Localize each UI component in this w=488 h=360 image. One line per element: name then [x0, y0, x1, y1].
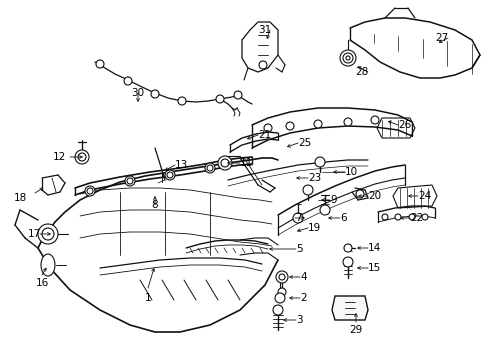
Text: 9: 9	[329, 195, 336, 205]
Text: 28: 28	[354, 67, 367, 77]
Text: 5: 5	[295, 244, 302, 254]
Circle shape	[285, 122, 293, 130]
Circle shape	[355, 190, 363, 198]
Text: 25: 25	[297, 138, 311, 148]
Text: 17: 17	[28, 229, 41, 239]
Circle shape	[75, 150, 89, 164]
Circle shape	[272, 305, 283, 315]
Circle shape	[275, 271, 287, 283]
Circle shape	[342, 257, 352, 267]
Text: 4: 4	[299, 272, 306, 282]
Circle shape	[264, 124, 271, 132]
Circle shape	[278, 288, 285, 296]
Circle shape	[216, 95, 224, 103]
Text: 6: 6	[339, 213, 346, 223]
Text: 11: 11	[240, 158, 253, 168]
Circle shape	[421, 214, 427, 220]
Text: 14: 14	[367, 243, 381, 253]
Text: 16: 16	[35, 278, 48, 288]
Circle shape	[339, 50, 355, 66]
Text: 22: 22	[409, 213, 423, 223]
Circle shape	[313, 120, 321, 128]
Circle shape	[314, 157, 325, 167]
Circle shape	[124, 77, 132, 85]
Text: 12: 12	[53, 152, 66, 162]
Text: 3: 3	[295, 315, 302, 325]
Circle shape	[370, 116, 378, 124]
Circle shape	[394, 214, 400, 220]
Circle shape	[204, 163, 215, 173]
Circle shape	[259, 61, 266, 69]
Circle shape	[292, 213, 303, 223]
Text: 19: 19	[307, 223, 321, 233]
Text: 18: 18	[13, 193, 26, 203]
Text: 15: 15	[367, 263, 381, 273]
Circle shape	[234, 91, 242, 99]
Circle shape	[85, 186, 95, 196]
Text: 29: 29	[348, 325, 362, 335]
Circle shape	[151, 90, 159, 98]
Circle shape	[38, 224, 58, 244]
Text: 20: 20	[367, 191, 380, 201]
Circle shape	[178, 97, 185, 105]
Text: 26: 26	[397, 120, 410, 130]
Circle shape	[346, 56, 349, 60]
Circle shape	[381, 214, 387, 220]
Circle shape	[125, 176, 135, 186]
Text: 1: 1	[144, 293, 151, 303]
Text: 7: 7	[294, 213, 301, 223]
Text: 13: 13	[175, 160, 188, 170]
Circle shape	[408, 214, 414, 220]
Text: 21: 21	[258, 130, 271, 140]
Text: 27: 27	[434, 33, 447, 43]
Circle shape	[164, 170, 175, 180]
Circle shape	[274, 293, 285, 303]
Circle shape	[319, 205, 329, 215]
Text: 23: 23	[307, 173, 321, 183]
Text: 30: 30	[131, 88, 144, 98]
Circle shape	[343, 244, 351, 252]
Text: 2: 2	[299, 293, 306, 303]
Text: 10: 10	[345, 167, 357, 177]
Circle shape	[96, 60, 104, 68]
Polygon shape	[331, 296, 367, 320]
Circle shape	[218, 156, 231, 170]
Circle shape	[343, 118, 351, 126]
Text: 31: 31	[258, 25, 271, 35]
Text: 8: 8	[151, 200, 158, 210]
Ellipse shape	[41, 254, 55, 276]
Text: 24: 24	[417, 191, 430, 201]
Circle shape	[303, 185, 312, 195]
